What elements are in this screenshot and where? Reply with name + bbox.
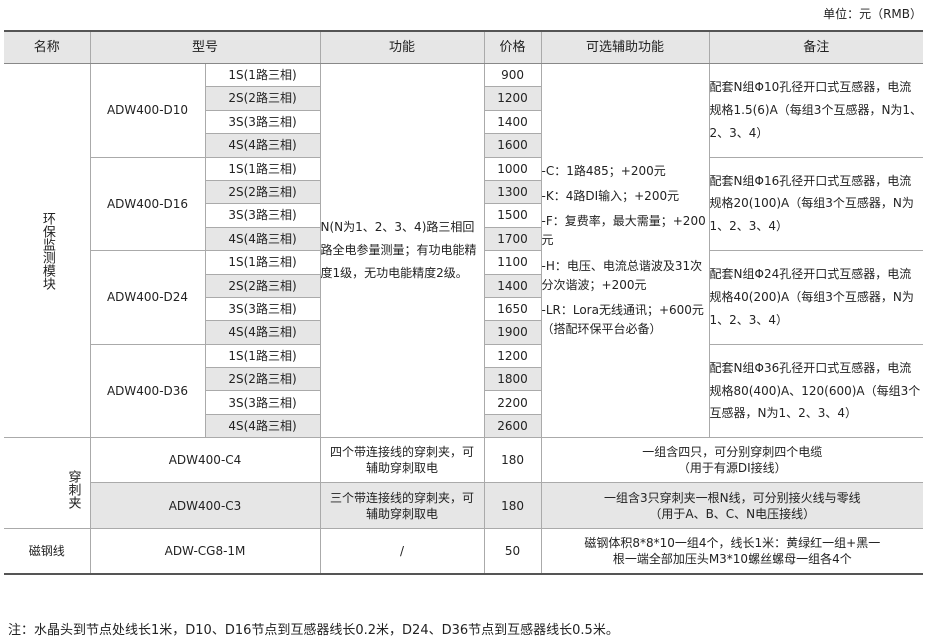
table-row: 3S(3路三相) 1400 <box>4 109 923 135</box>
price-cell: 2600 <box>483 413 542 439</box>
table-row: 4S(4路三相) 1700 <box>4 226 923 252</box>
table-row: 3S(3路三相) 2200 <box>4 390 923 415</box>
env-module-name: 环保监测模块 <box>4 62 91 439</box>
table-row: 3S(3路三相) 1650 <box>4 296 923 322</box>
magnet-name: 磁钢线 <box>4 528 91 575</box>
note-cell: 配套N组Φ24孔径开口式互感器，电流规格40(200)A（每组3个互感器，N为1… <box>708 250 924 345</box>
option-item: -F：复费率，最大需量；+200元 <box>541 214 706 248</box>
table-row: 4S(4路三相) 1900 <box>4 320 923 345</box>
price-cell: 1200 <box>483 343 542 369</box>
note-line: （用于有源DI接线） <box>677 461 787 476</box>
variant-cell: 4S(4路三相) <box>205 320 321 345</box>
function-cell: 四个带连接线的穿刺夹，可辅助穿刺取电 <box>319 437 485 484</box>
variant-cell: 2S(2路三相) <box>205 367 321 392</box>
header-function: 功能 <box>319 30 485 64</box>
variant-cell: 1S(1路三相) <box>204 156 321 181</box>
note-line: （用于A、B、C、N电压接线） <box>649 506 816 521</box>
table-row: 穿刺夹 ADW400-C4 四个带连接线的穿刺夹，可辅助穿刺取电 180 一组含… <box>4 437 924 530</box>
price-cell: 180 <box>483 437 542 484</box>
price-cell: 50 <box>483 528 542 575</box>
header-model: 型号 <box>89 30 321 64</box>
price-cell: 1900 <box>483 320 542 345</box>
price-cell: 1000 <box>483 156 542 181</box>
table-row: 3S(3路三相) 1500 <box>4 203 923 228</box>
note-cell: 磁钢体积8*8*10一组4个，线长1米：黄绿红一组+黑一 根一端全部加压头M3*1… <box>540 528 924 575</box>
table-row: 2S(2路三相) 1400 <box>4 273 923 298</box>
variant-cell: 4S(4路三相) <box>205 226 321 252</box>
variant-cell: 3S(3路三相) <box>205 296 321 322</box>
note-cell: 一组含四只，可分别穿刺四个电缆 （用于有源DI接线） <box>540 437 924 484</box>
model-cell: ADW400-C4 <box>89 437 321 484</box>
model-cell: ADW400-D24 <box>90 250 206 345</box>
price-cell: 2200 <box>483 390 542 415</box>
table-row: ADW400-D24 1S(1路三相) 1100 配套N组Φ24孔径开口式互感器，电流… <box>4 250 924 345</box>
function-cell: 三个带连接线的穿刺夹，可辅助穿刺取电 <box>319 482 485 530</box>
price-cell: 180 <box>483 482 542 530</box>
price-cell: 1800 <box>483 367 542 392</box>
unit-label: 单位：元（RMB） <box>823 7 922 21</box>
header-price: 价格 <box>483 30 542 64</box>
model-cell: ADW400-C3 <box>90 482 321 530</box>
table-row: 4S(4路三相) 1600 <box>4 133 923 158</box>
variant-cell: 1S(1路三相) <box>204 250 321 275</box>
header-row: 名称 型号 功能 价格 可选辅助功能 备注 <box>4 30 924 64</box>
option-item: -K：4路DI输入；+200元 <box>541 189 680 204</box>
variant-cell: 3S(3路三相) <box>205 109 321 135</box>
variant-cell: 2S(2路三相) <box>205 86 321 111</box>
price-cell: 1100 <box>483 250 542 275</box>
table-row: 磁钢线 ADW-CG8-1M / 50 磁钢体积8*8*10一组4个，线长1米：… <box>4 528 924 575</box>
header-notes: 备注 <box>708 30 924 64</box>
model-cell: ADW-CG8-1M <box>89 528 321 575</box>
function-cell: / <box>319 528 485 575</box>
price-cell: 1700 <box>483 226 542 252</box>
table-row: 2S(2路三相) 1200 <box>4 86 923 111</box>
note-line: 根一端全部加压头M3*10螺丝螺母一组各4个 <box>612 552 852 566</box>
note-cell: 配套N组Φ36孔径开口式互感器，电流规格80(400)A、120(600)A（每… <box>708 343 924 439</box>
price-cell: 1400 <box>483 273 542 298</box>
variant-cell: 2S(2路三相) <box>205 273 321 298</box>
note-line: 一组含四只，可分别穿刺四个电缆 <box>642 445 823 460</box>
price-cell: 900 <box>483 62 542 88</box>
model-cell: ADW400-D16 <box>90 156 206 252</box>
variant-cell: 4S(4路三相) <box>205 133 321 158</box>
model-cell: ADW400-D10 <box>89 63 206 158</box>
table-row: 4S(4路三相) 2600 <box>4 413 923 439</box>
price-cell: 1500 <box>483 203 542 228</box>
option-item: -C：1路485；+200元 <box>541 163 666 178</box>
table-row: ADW400-D16 1S(1路三相) 1000 配套N组Φ16孔径开口式互感器，电流… <box>4 156 924 252</box>
clip-name: 穿刺夹 <box>4 437 91 530</box>
table-row: 环保监测模块 ADW400-D10 1S(1路三相) N(N为1、2、3、4)路三相回… <box>4 62 924 439</box>
price-cell: 1600 <box>483 133 542 158</box>
header-options: 可选辅助功能 <box>540 30 710 64</box>
price-cell: 1200 <box>483 86 542 111</box>
note-cell: 一组含3只穿刺夹一根N线，可分别接火线与零线 （用于A、B、C、N电压接线） <box>540 482 924 530</box>
variant-cell: 3S(3路三相) <box>205 390 321 415</box>
note-cell: 配套N组Φ10孔径开口式互感器，电流规格1.5(6)A（每组3个互感器，N为1、… <box>708 63 924 158</box>
price-cell: 1650 <box>483 296 542 322</box>
variant-cell: 1S(1路三相) <box>204 62 321 88</box>
note-line: 磁钢体积8*8*10一组4个，线长1米：黄绿红一组+黑一 <box>584 535 881 550</box>
variant-cell: 3S(3路三相) <box>205 203 321 228</box>
variant-cell: 1S(1路三相) <box>204 343 321 369</box>
note-cell: 配套N组Φ16孔径开口式互感器，电流规格20(100)A（每组3个互感器，N为1… <box>708 156 924 252</box>
variant-cell: 2S(2路三相) <box>205 179 321 205</box>
price-table: 名称 型号 功能 价格 可选辅助功能 备注 环保监测模块 ADW400-D10 1S… <box>4 30 924 575</box>
option-item: -LR：Lora无线通讯；+600元（搭配环保平台必备） <box>541 303 704 337</box>
table-row: ADW400-D36 1S(1路三相) 1200 配套N组Φ36孔径开口式互感器，电流… <box>4 343 924 439</box>
header-name: 名称 <box>4 30 91 64</box>
price-cell: 1300 <box>483 179 542 205</box>
price-cell: 1400 <box>483 109 542 135</box>
function-cell: N(N为1、2、3、4)路三相回路全电参量测量；有功电能精度1级，无功电能精度2… <box>319 62 485 439</box>
option-item: -H：电压、电流总谐波及31次分次谐波；+200元 <box>541 258 703 292</box>
options-cell: -C：1路485；+200元 -K：4路DI输入；+200元 -F：复费率，最大需量… <box>540 62 710 439</box>
table-row: 2S(2路三相) 1800 <box>4 367 923 392</box>
note-line: 一组含3只穿刺夹一根N线，可分别接火线与零线 <box>603 490 861 505</box>
footnote: 注：水晶头到节点处线长1米，D10、D16节点到互感器线长0.2米，D24、D3… <box>8 623 619 638</box>
table-row: ADW400-C3 三个带连接线的穿刺夹，可辅助穿刺取电 180 一组含3只穿刺… <box>4 482 924 530</box>
model-cell: ADW400-D36 <box>90 343 206 439</box>
variant-cell: 4S(4路三相) <box>205 413 321 439</box>
